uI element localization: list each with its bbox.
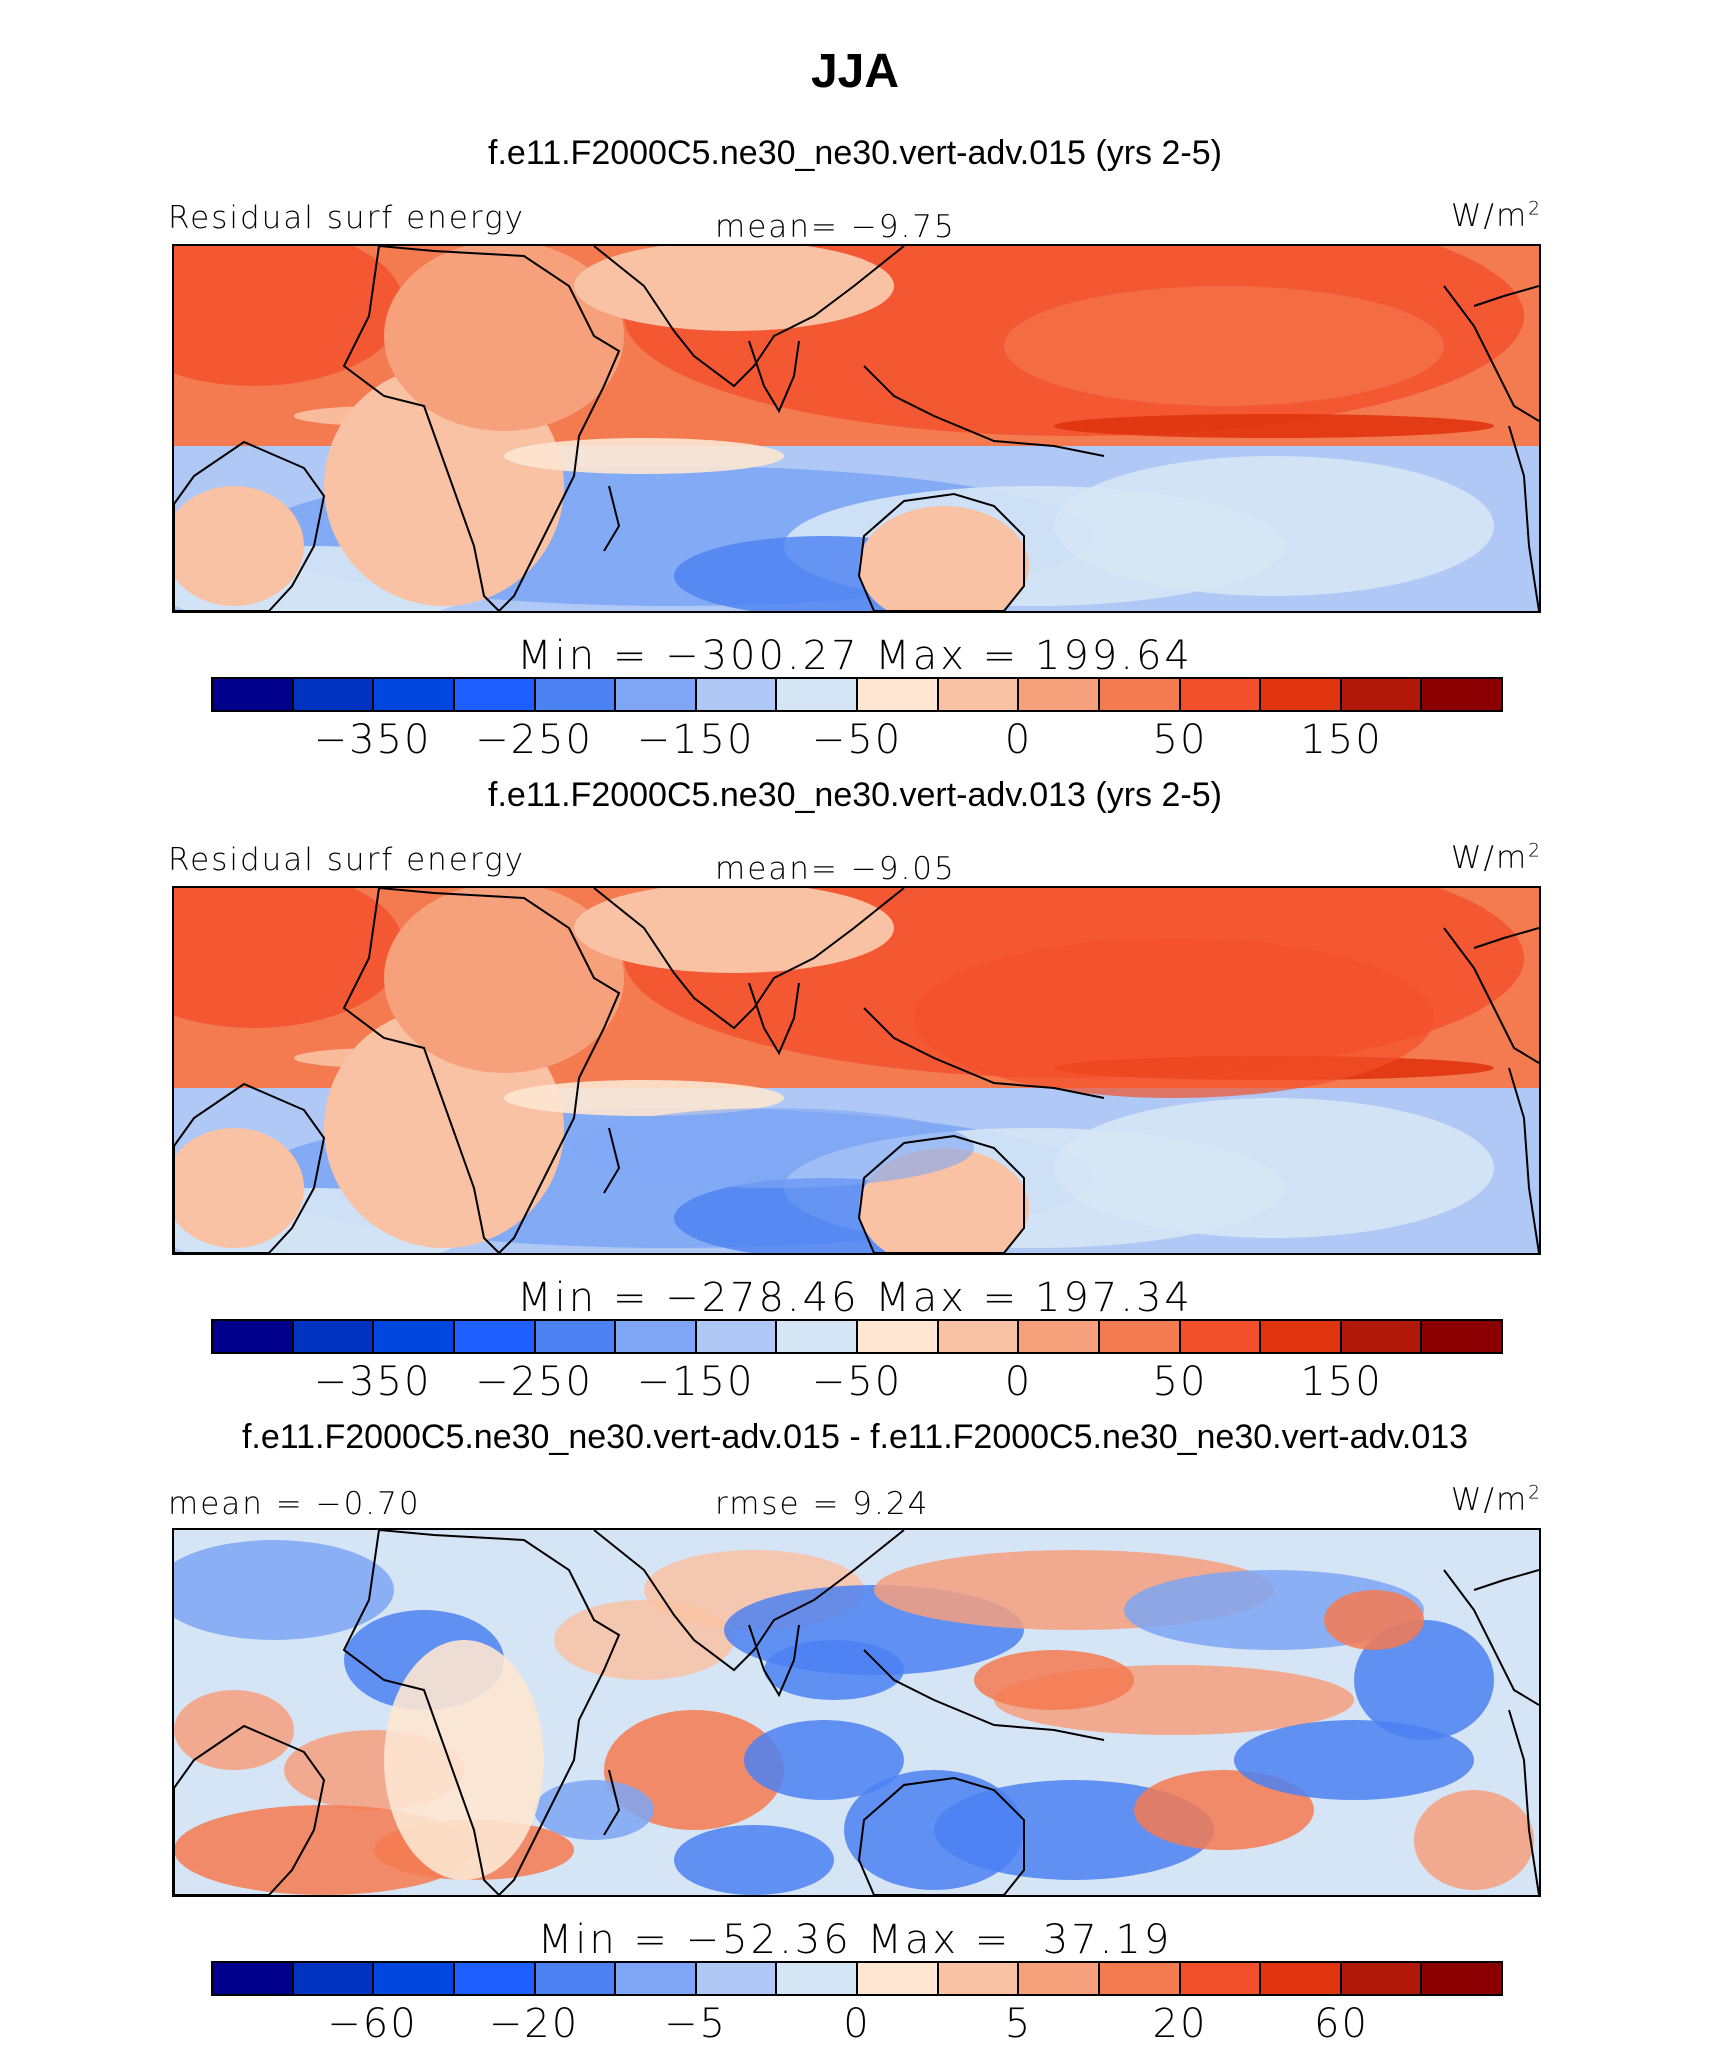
panel-2-variable-label: Residual surf energy [168, 842, 526, 878]
panel-1-case-title: f.e11.F2000C5.ne30_ne30.vert-adv.015 (yr… [488, 134, 1222, 172]
map-field [174, 246, 1539, 611]
colorbar-swatch [374, 1963, 455, 1994]
colorbar-swatch [938, 1321, 1020, 1352]
colorbar-tick-label: −60 [327, 2001, 418, 2047]
colorbar-swatch [938, 679, 1020, 710]
colorbar-tick-label: 0 [1004, 1359, 1033, 1405]
colorbar-swatch [374, 1321, 455, 1352]
panel-1-units: W/m2 [1450, 198, 1542, 234]
panel-2-colorbar [211, 1319, 1503, 1354]
colorbar-swatch [616, 1963, 697, 1994]
panel-1-min-max: Min = −300.27 Max = 199.64 [517, 633, 1193, 679]
colorbar-swatch [535, 1963, 617, 1994]
colorbar-swatch [1261, 679, 1342, 710]
colorbar-tick-label: −20 [488, 2001, 580, 2047]
colorbar-swatch [1180, 679, 1262, 710]
colorbar-tick-label: −150 [636, 717, 755, 763]
colorbar-tick-label: −250 [475, 1359, 593, 1405]
colorbar-tick-label: −150 [636, 1359, 755, 1405]
colorbar-swatch [1422, 1321, 1501, 1352]
panel-3-case-title: f.e11.F2000C5.ne30_ne30.vert-adv.015 - f… [241, 1418, 1469, 1456]
colorbar-swatch [1341, 679, 1423, 710]
colorbar-swatch [696, 1963, 778, 1994]
colorbar-tick-label: 50 [1152, 717, 1208, 763]
colorbar-tick-label: 0 [843, 2001, 871, 2047]
panel-3-colorbar [211, 1961, 1503, 1996]
colorbar-tick-label: 50 [1152, 1359, 1208, 1405]
colorbar-tick-label: 0 [1004, 717, 1033, 763]
colorbar-tick-label: −5 [664, 2001, 727, 2047]
colorbar-swatch [616, 679, 697, 710]
panel-2-min-max: Min = −278.46 Max = 197.34 [517, 1275, 1193, 1321]
colorbar-swatch [858, 1321, 939, 1352]
colorbar-swatch [1261, 1321, 1342, 1352]
colorbar-swatch [777, 679, 858, 710]
colorbar-swatch [1422, 679, 1501, 710]
colorbar-swatch [293, 1321, 375, 1352]
panel-2-units: W/m2 [1450, 840, 1542, 876]
colorbar-swatch [454, 679, 536, 710]
colorbar-swatch [213, 1963, 294, 1994]
colorbar-swatch [1019, 1963, 1100, 1994]
colorbar-tick-label: −350 [313, 1359, 432, 1405]
colorbar-swatch [454, 1963, 536, 1994]
colorbar-swatch [696, 679, 778, 710]
colorbar-tick-label: −350 [313, 717, 432, 763]
colorbar-swatch [858, 679, 939, 710]
colorbar-swatch [1341, 1963, 1423, 1994]
colorbar-tick-label: 150 [1300, 1359, 1383, 1405]
map-field [174, 1530, 1539, 1895]
colorbar-swatch [535, 679, 617, 710]
colorbar-tick-label: 150 [1300, 717, 1383, 763]
panel-3-units: W/m2 [1450, 1482, 1542, 1518]
colorbar-swatch [777, 1321, 858, 1352]
colorbar-swatch [1099, 1963, 1181, 1994]
panel-3-map [172, 1528, 1541, 1897]
panel-1-mean-label: mean= −9.75 [715, 209, 956, 245]
colorbar-tick-label: 20 [1152, 2001, 1208, 2047]
panel-1-map [172, 244, 1541, 613]
panel-3-rmse-label: rmse = 9.24 [715, 1486, 930, 1522]
colorbar-swatch [293, 679, 375, 710]
colorbar-swatch [696, 1321, 778, 1352]
colorbar-swatch [1019, 679, 1100, 710]
colorbar-swatch [938, 1963, 1020, 1994]
panel-1-colorbar [211, 677, 1503, 712]
colorbar-tick-label: −50 [811, 1359, 903, 1405]
colorbar-tick-label: 60 [1314, 2001, 1369, 2047]
panel-2-case-title: f.e11.F2000C5.ne30_ne30.vert-adv.013 (yr… [488, 776, 1222, 814]
panel-2-map [172, 886, 1541, 1255]
colorbar-swatch [858, 1963, 939, 1994]
colorbar-swatch [616, 1321, 697, 1352]
colorbar-swatch [777, 1963, 858, 1994]
map-field [174, 888, 1539, 1253]
colorbar-swatch [1422, 1963, 1501, 1994]
colorbar-swatch [1180, 1321, 1262, 1352]
colorbar-swatch [1341, 1321, 1423, 1352]
colorbar-swatch [213, 1321, 294, 1352]
colorbar-swatch [293, 1963, 375, 1994]
figure-title: JJA [810, 45, 900, 98]
colorbar-swatch [535, 1321, 617, 1352]
panel-3-min-max: Min = −52.36 Max = 37.19 [537, 1917, 1173, 1963]
colorbar-swatch [1019, 1321, 1100, 1352]
panel-1-variable-label: Residual surf energy [168, 200, 526, 236]
colorbar-tick-label: −250 [475, 717, 593, 763]
colorbar-tick-label: 5 [1004, 2001, 1033, 2047]
colorbar-swatch [1099, 1321, 1181, 1352]
colorbar-swatch [374, 679, 455, 710]
colorbar-swatch [213, 679, 294, 710]
colorbar-swatch [454, 1321, 536, 1352]
panel-2-mean-label: mean= −9.05 [715, 851, 956, 887]
colorbar-swatch [1099, 679, 1181, 710]
panel-3-mean-label: mean = −0.70 [168, 1486, 421, 1522]
colorbar-swatch [1261, 1963, 1342, 1994]
colorbar-swatch [1180, 1963, 1262, 1994]
colorbar-tick-label: −50 [811, 717, 903, 763]
